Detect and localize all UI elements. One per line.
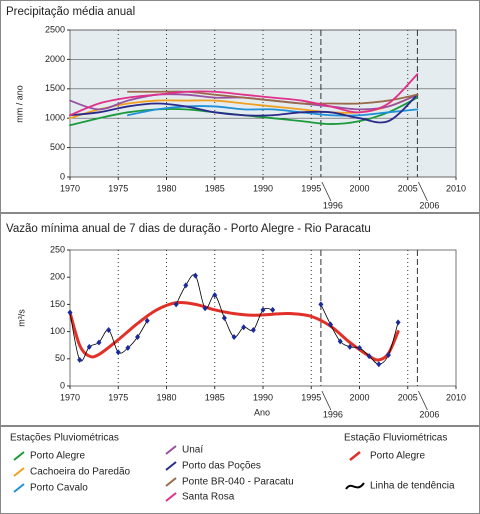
x-tick-label: 1970 xyxy=(60,392,80,402)
x-tick-label: 1975 xyxy=(108,183,128,193)
data-point xyxy=(183,282,189,289)
x-tick-label: 2000 xyxy=(349,392,369,402)
data-point xyxy=(231,334,237,341)
series-line xyxy=(68,300,400,362)
annotation: 1996 xyxy=(323,200,343,210)
legend-label: Ponte BR-040 - Paracatu xyxy=(182,477,294,488)
data-point xyxy=(328,321,334,328)
data-point xyxy=(221,315,227,321)
legend-label: Porto Alegre xyxy=(30,451,85,462)
y-tick-label: 0 xyxy=(60,171,65,181)
x-tick-label: 1995 xyxy=(301,392,321,402)
data-point xyxy=(96,339,102,346)
data-point xyxy=(135,334,141,341)
x-tick-label: 2005 xyxy=(398,183,418,193)
x-tick-label: 2010 xyxy=(446,392,466,402)
series-line xyxy=(69,73,419,117)
x-tick-label: 1985 xyxy=(205,392,225,402)
x-tick-label: 1970 xyxy=(60,183,80,193)
data-point xyxy=(77,356,83,363)
series-line xyxy=(69,93,419,124)
legend-label: Santa Rosa xyxy=(182,492,235,503)
data-point xyxy=(347,343,353,350)
annotation-arrow xyxy=(321,390,332,411)
x-tick-label: 1995 xyxy=(301,183,321,193)
data-point xyxy=(202,305,208,312)
legend-swatch xyxy=(165,477,177,487)
legend-swatch xyxy=(349,451,361,461)
legend-label: Porto Alegre xyxy=(370,451,425,462)
chart-title: Precipitação média anual xyxy=(6,6,135,18)
legend-swatch xyxy=(165,461,177,471)
legend-label: Cachoeira do Paredão xyxy=(30,467,131,478)
x-tick-label: 1980 xyxy=(156,392,176,402)
legend-swatch xyxy=(13,467,25,477)
data-point xyxy=(86,343,92,350)
data-point xyxy=(366,353,372,360)
y-tick-label: 250 xyxy=(50,244,65,254)
legend-swatch xyxy=(165,492,177,502)
legend-swatch xyxy=(13,483,25,493)
annotation: 2006 xyxy=(419,409,439,419)
legend-swatch xyxy=(345,482,365,490)
x-tick-label: 1990 xyxy=(253,183,273,193)
y-tick-label: 1500 xyxy=(45,83,65,93)
x-tick-label: 1985 xyxy=(205,183,225,193)
annotation-arrow xyxy=(321,181,332,202)
data-point xyxy=(144,317,150,324)
data-point xyxy=(173,301,179,308)
data-point xyxy=(376,361,382,368)
series-line xyxy=(127,105,419,117)
legend-label: Porto Cavalo xyxy=(30,483,88,494)
data-point xyxy=(241,324,247,331)
annotation-arrow xyxy=(418,390,428,411)
y-axis-title: m³/s xyxy=(16,309,26,327)
y-tick-label: 100 xyxy=(50,326,65,336)
y-tick-label: 2500 xyxy=(45,24,65,34)
annotation: 1996 xyxy=(323,409,343,419)
y-tick-label: 2000 xyxy=(45,54,65,64)
annotation: 2006 xyxy=(419,200,439,210)
data-point xyxy=(318,301,324,308)
data-point xyxy=(106,326,112,333)
y-tick-label: 500 xyxy=(50,142,65,152)
legend-title: Estações Pluviométricas xyxy=(10,433,119,444)
y-tick-label: 150 xyxy=(50,299,65,309)
annotation-arrow xyxy=(418,181,428,202)
data-point xyxy=(337,338,343,345)
legend-title: Estação Fluviométricas xyxy=(344,433,447,444)
y-tick-label: 200 xyxy=(50,272,65,282)
y-tick-label: 50 xyxy=(55,353,65,363)
legend-label: Linha de tendência xyxy=(370,481,455,492)
data-point xyxy=(250,326,256,333)
legend-swatch xyxy=(13,451,25,461)
x-axis-title: Ano xyxy=(254,407,270,417)
x-tick-label: 2010 xyxy=(446,183,466,193)
y-axis-title: mm / ano xyxy=(14,85,24,123)
data-point xyxy=(192,272,198,279)
data-point xyxy=(212,292,218,299)
x-tick-label: 1980 xyxy=(156,183,176,193)
data-point xyxy=(67,309,73,316)
legend-label: Porto das Poções xyxy=(182,461,261,472)
legend-swatch xyxy=(165,445,177,455)
data-point xyxy=(115,349,121,356)
data-point xyxy=(270,306,276,313)
chart-title: Vazão mínima anual de 7 dias de duração … xyxy=(6,223,371,235)
x-tick-label: 2000 xyxy=(349,183,369,193)
legend-label: Unaí xyxy=(182,445,203,456)
data-point xyxy=(357,344,362,351)
data-point xyxy=(125,344,131,351)
y-tick-label: 1000 xyxy=(45,113,65,123)
x-tick-label: 2005 xyxy=(398,392,418,402)
x-tick-label: 1990 xyxy=(253,392,273,402)
x-tick-label: 1975 xyxy=(108,392,128,402)
data-point xyxy=(395,319,401,326)
data-point xyxy=(260,306,266,313)
data-point xyxy=(385,351,391,358)
y-tick-label: 0 xyxy=(60,380,65,390)
